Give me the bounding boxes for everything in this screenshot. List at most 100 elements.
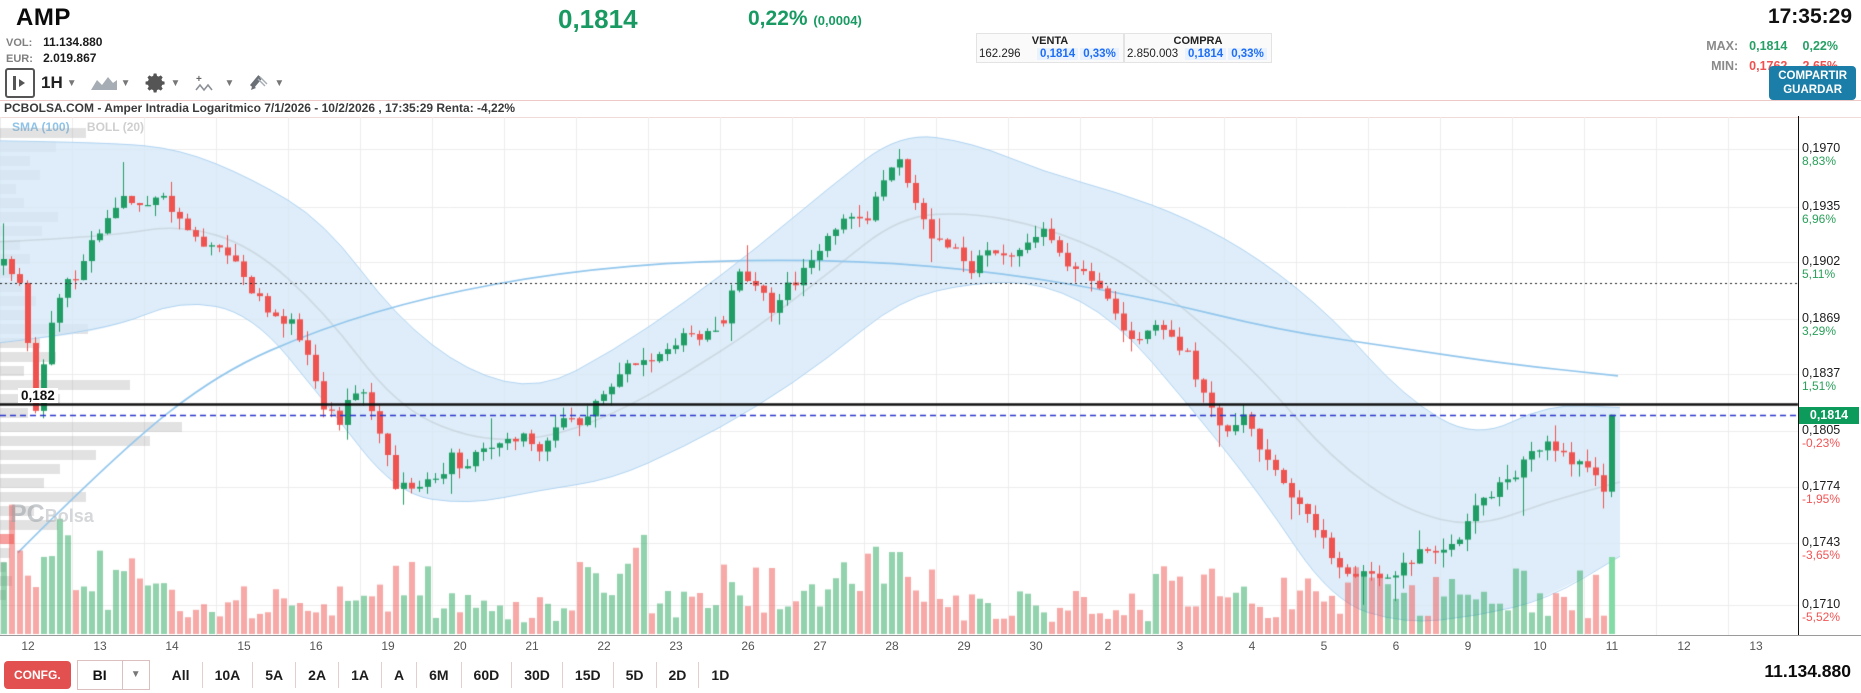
settings-button[interactable]: ▼	[145, 72, 180, 94]
range-button-60D[interactable]: 60D	[460, 661, 512, 688]
volume-block: VOL: 11.134.880 EUR: 2.019.867	[6, 35, 102, 67]
x-axis-label: 5	[1320, 639, 1328, 653]
y-axis-label: 0,1869 3,29%	[1802, 310, 1841, 338]
x-axis-label: 4	[1248, 639, 1256, 653]
range-button-30D[interactable]: 30D	[511, 661, 562, 688]
range-button-10A[interactable]: 10A	[201, 661, 253, 688]
interval-label: 1H	[41, 73, 63, 92]
vol-value: 11.134.880	[43, 35, 103, 49]
x-axis-label: 6	[1392, 639, 1400, 653]
bid-quantity: 162.296	[979, 48, 1021, 60]
chart-toolbar: 1H ▼ ▼ ▼ + ▼	[0, 66, 292, 100]
y-axis-label: 0,1774 -1,95%	[1802, 478, 1841, 506]
range-button-6M[interactable]: 6M	[416, 661, 460, 688]
range-button-15D[interactable]: 15D	[561, 661, 613, 688]
mode-label: BI	[92, 666, 107, 683]
share-save-button[interactable]: COMPARTIR GUARDAR	[1769, 66, 1856, 100]
y-axis-label: 0,1837 1,51%	[1802, 366, 1841, 394]
range-button-A[interactable]: A	[380, 661, 416, 688]
eur-value: 2.019.867	[43, 51, 97, 65]
config-button[interactable]: CONFG.	[4, 660, 71, 689]
change-pct-value: 0,22%	[748, 7, 808, 30]
range-button-2D[interactable]: 2D	[655, 661, 699, 688]
current-price-tag: 0,1814	[1799, 406, 1859, 424]
price-chart-canvas[interactable]	[0, 116, 1861, 655]
eur-label: EUR:	[6, 53, 33, 65]
panel-toggle-button[interactable]	[5, 68, 35, 98]
change-percent: 0,22% (0,0004)	[748, 7, 862, 31]
x-axis-label: 23	[669, 639, 683, 653]
x-axis-label: 19	[381, 639, 395, 653]
draw-tools-button[interactable]: ▼	[248, 73, 284, 93]
watermark-bolsa: Bolsa	[44, 506, 94, 526]
range-button-5A[interactable]: 5A	[252, 661, 295, 688]
watermark-pc: PC	[10, 500, 45, 528]
min-label: MIN:	[1711, 59, 1739, 73]
x-axis-label: 28	[885, 639, 899, 653]
bid-percent: 0,33%	[1080, 48, 1119, 60]
share-label[interactable]: COMPARTIR	[1778, 70, 1847, 82]
current-price: 0,1814	[558, 4, 638, 34]
x-axis-label: 20	[453, 639, 467, 653]
vol-label: VOL:	[6, 37, 33, 49]
interval-selector[interactable]: 1H ▼	[41, 73, 77, 93]
y-axis-label: 0,1710 -5,52%	[1802, 596, 1841, 624]
y-axis-label: 0,1805 -0,23%	[1802, 422, 1841, 450]
chevron-down-icon: ▼	[66, 77, 77, 89]
ask-price: 0,1814	[1185, 48, 1227, 60]
x-axis-label: 30	[1029, 639, 1043, 653]
x-axis-label: 22	[597, 639, 611, 653]
x-axis-label: 3	[1176, 639, 1184, 653]
max-percent: 0,22%	[1802, 39, 1838, 53]
chevron-down-icon: ▼	[274, 77, 285, 89]
x-axis-label: 13	[93, 639, 107, 653]
range-button-5D[interactable]: 5D	[612, 661, 656, 688]
ask-title: COMPRA	[1173, 35, 1223, 47]
chevron-down-icon: ▼	[224, 77, 235, 89]
range-button-1A[interactable]: 1A	[338, 661, 381, 688]
max-price: 0,1814	[1749, 39, 1788, 53]
x-axis-label: 26	[741, 639, 755, 653]
bid-title: VENTA	[1031, 35, 1069, 47]
x-axis-label: 10	[1533, 639, 1547, 653]
price-axis-line	[1798, 116, 1799, 635]
bid-price: 0,1814	[1037, 48, 1079, 60]
x-axis-label: 11	[1605, 639, 1619, 653]
time-axis[interactable]	[0, 635, 1861, 657]
x-axis-label: 15	[237, 639, 251, 653]
x-axis-label: 2	[1104, 639, 1112, 653]
save-label[interactable]: GUARDAR	[1783, 84, 1842, 96]
max-label: MAX:	[1706, 39, 1739, 53]
x-axis-label: 9	[1464, 639, 1472, 653]
x-axis-label: 16	[309, 639, 323, 653]
symbol-ticker: AMP	[16, 4, 71, 31]
x-axis-label: 13	[1749, 639, 1763, 653]
pencil-icon	[250, 75, 268, 90]
x-axis-label: 27	[813, 639, 827, 653]
gear-icon	[145, 73, 165, 93]
x-axis-label: 21	[525, 639, 539, 653]
range-button-All[interactable]: All	[171, 666, 190, 683]
mode-selector[interactable]: BI ▼	[76, 659, 150, 690]
change-abs-value: (0,0004)	[813, 13, 862, 28]
range-button-1D[interactable]: 1D	[698, 661, 741, 688]
add-indicator-icon: +	[195, 74, 214, 92]
x-axis-label: 12	[21, 639, 35, 653]
y-axis-label: 0,1743 -3,65%	[1802, 535, 1841, 563]
area-chart-icon	[90, 77, 117, 90]
footer-volume: 11.134.880	[1764, 661, 1851, 681]
y-axis-label: 0,1902 5,11%	[1802, 254, 1841, 282]
range-buttons: All 10A 5A 2A 1A A 6M 60D 30D 15D 5D 2D 1D	[160, 661, 742, 688]
chart-type-selector[interactable]: ▼	[90, 74, 131, 92]
ask-box: COMPRA 2.850.003 0,1814 0,33%	[1124, 33, 1272, 63]
watermark-logo: PCBolsa	[10, 500, 94, 529]
add-indicator-button[interactable]: + ▼	[194, 73, 234, 93]
y-axis-label: 0,1935 6,96%	[1802, 198, 1841, 226]
range-button-2A[interactable]: 2A	[295, 661, 338, 688]
chevron-down-icon: ▼	[120, 77, 131, 89]
ask-percent: 0,33%	[1228, 48, 1267, 60]
bid-box: VENTA 162.296 0,1814 0,33%	[976, 33, 1124, 63]
chevron-down-icon[interactable]: ▼	[121, 660, 149, 689]
alert-line-label[interactable]: 0,182	[18, 388, 58, 404]
